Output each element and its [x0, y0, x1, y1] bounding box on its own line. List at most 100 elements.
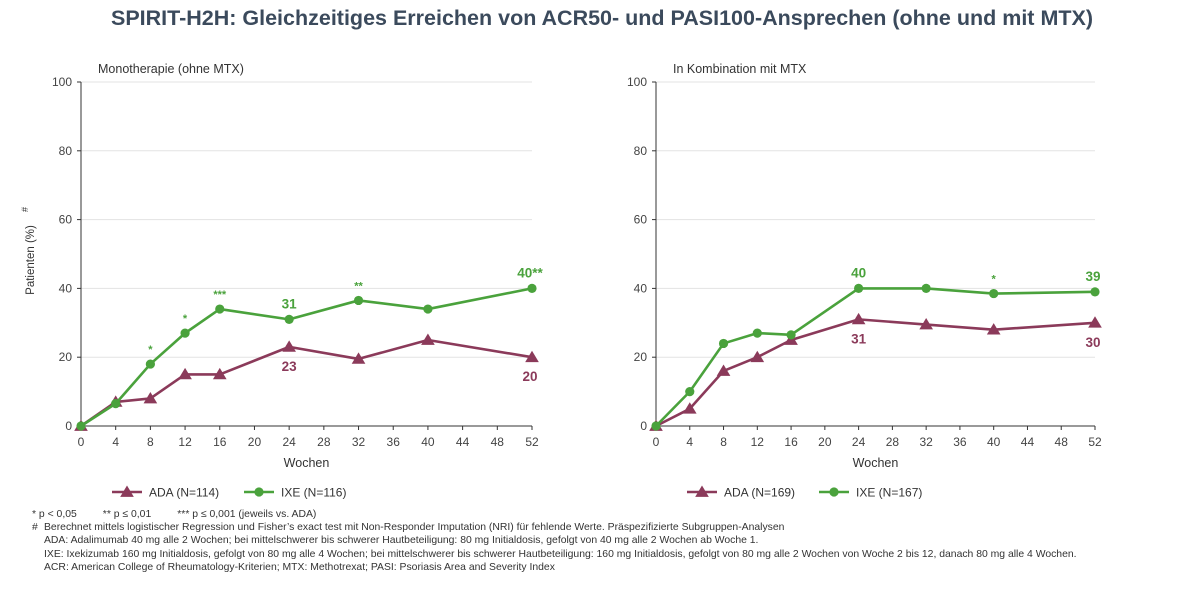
data-point-ixe	[1090, 287, 1100, 297]
data-label-ixe: 40**	[517, 265, 543, 280]
data-point-ixe	[752, 328, 762, 338]
y-tick-label: 40	[59, 281, 73, 295]
data-point-ixe	[989, 288, 999, 299]
chart-legend: ADA (N=169) IXE (N=167)	[687, 485, 922, 500]
x-tick-label: 12	[751, 435, 765, 449]
data-point-ixe	[111, 399, 121, 409]
x-tick-label: 16	[213, 435, 227, 449]
legend-marker-ixe	[254, 487, 264, 497]
data-point-ada	[143, 391, 158, 404]
data-label-ixe: 39	[1085, 269, 1100, 284]
x-tick-label: 44	[1021, 435, 1035, 449]
x-tick-label: 28	[886, 435, 900, 449]
data-label-ada: 20	[522, 369, 537, 384]
x-tick-label: 8	[147, 435, 154, 449]
sig-item: *** p ≤ 0,001 (jeweils vs. ADA)	[177, 509, 317, 520]
x-tick-label: 36	[387, 435, 401, 449]
x-tick-label: 48	[1055, 435, 1069, 449]
x-tick-label: 32	[919, 435, 933, 449]
x-tick-label: 24	[282, 435, 296, 449]
significance-marker: *	[992, 274, 997, 286]
data-point-ixe	[718, 338, 729, 349]
data-point-ixe	[527, 283, 537, 293]
data-point-ixe	[651, 421, 661, 431]
legend-label-ixe: IXE (N=116)	[281, 486, 346, 500]
data-point-ada	[282, 340, 296, 352]
x-tick-label: 52	[1088, 435, 1102, 449]
y-tick-label: 80	[634, 144, 648, 158]
data-point-ixe	[76, 421, 86, 431]
y-axis-label: Patienten (%)	[25, 225, 37, 295]
y-tick-label: 100	[52, 75, 72, 89]
footnotes: * p < 0,05 ** p ≤ 0,01 *** p ≤ 0,001 (jewe…	[32, 508, 1182, 574]
data-point-ixe	[353, 295, 364, 306]
x-tick-label: 16	[784, 435, 798, 449]
x-tick-label: 0	[653, 435, 660, 449]
data-point-ixe	[284, 314, 294, 324]
data-point-ixe	[786, 330, 796, 340]
y-tick-label: 20	[59, 350, 73, 364]
footnote-abbreviations: ACR: American College of Rheumatology-Kr…	[44, 561, 555, 573]
data-point-ixe	[180, 328, 190, 338]
data-point-ada	[851, 312, 866, 325]
legend-marker-ixe	[829, 487, 839, 497]
data-point-ada	[525, 350, 539, 363]
data-label-ixe: 31	[282, 296, 298, 311]
data-point-ixe	[921, 283, 931, 293]
x-tick-label: 4	[686, 435, 693, 449]
y-tick-label: 100	[627, 75, 647, 89]
legend-marker-ada	[695, 485, 709, 497]
data-label-ixe: 40	[851, 265, 866, 280]
x-tick-label: 44	[456, 435, 470, 449]
data-label-ada: 31	[851, 331, 867, 346]
legend-marker-ada	[120, 485, 134, 497]
data-point-ada	[682, 402, 697, 414]
x-tick-label: 28	[317, 435, 331, 449]
data-point-ada	[178, 367, 192, 380]
data-point-ada	[351, 352, 366, 364]
page-title: SPIRIT-H2H: Gleichzeitiges Erreichen von…	[111, 6, 1093, 30]
y-tick-label: 20	[634, 350, 648, 364]
y-tick-label: 60	[59, 213, 73, 227]
chart-legend: ADA (N=114) IXE (N=116)	[112, 485, 346, 500]
y-tick-label: 40	[634, 281, 648, 295]
data-point-ada	[1088, 316, 1102, 328]
data-point-ada	[919, 318, 933, 330]
sig-item: ** p ≤ 0,01	[102, 509, 152, 520]
x-axis-label: Wochen	[853, 456, 899, 470]
legend-label-ixe: IXE (N=167)	[856, 486, 922, 500]
y-tick-label: 60	[634, 213, 648, 227]
x-tick-label: 8	[720, 435, 727, 449]
data-point-ixe	[854, 283, 864, 293]
data-point-ixe	[215, 304, 225, 314]
x-tick-label: 12	[178, 435, 192, 449]
data-point-ixe	[145, 359, 155, 369]
footnote-ada: ADA: Adalimumab 40 mg alle 2 Wochen; bei…	[44, 535, 759, 547]
significance-marker: **	[354, 280, 363, 292]
x-tick-label: 0	[78, 435, 85, 449]
x-tick-label: 4	[112, 435, 119, 449]
x-tick-label: 24	[852, 435, 866, 449]
x-axis-label: Wochen	[284, 456, 330, 470]
y-tick-label: 0	[640, 419, 647, 433]
significance-marker: *	[148, 344, 153, 356]
data-point-ada	[750, 350, 765, 363]
chart-subtitle: Monotherapie (ohne MTX)	[98, 62, 244, 76]
data-label-ada: 23	[282, 359, 298, 374]
data-point-ada	[716, 364, 731, 376]
significance-marker: *	[183, 313, 188, 325]
significance-legend: * p < 0,05 ** p ≤ 0,01 *** p ≤ 0,001 (jewe…	[32, 508, 1182, 521]
x-tick-label: 40	[987, 435, 1001, 449]
data-point-ixe	[685, 387, 695, 397]
footnote-hash-symbol: #	[32, 522, 38, 534]
footnote-hash: # Berechnet mittels logistischer Regressi…	[32, 521, 1182, 534]
y-axis-label-sup: #	[20, 207, 30, 212]
chart-subtitle: In Kombination mit MTX	[673, 62, 807, 76]
footnote-hash-text: Berechnet mittels logistischer Regressio…	[44, 522, 785, 534]
x-tick-label: 32	[352, 435, 366, 449]
data-point-ixe	[423, 304, 433, 314]
sig-item: * p < 0,05	[32, 509, 77, 520]
